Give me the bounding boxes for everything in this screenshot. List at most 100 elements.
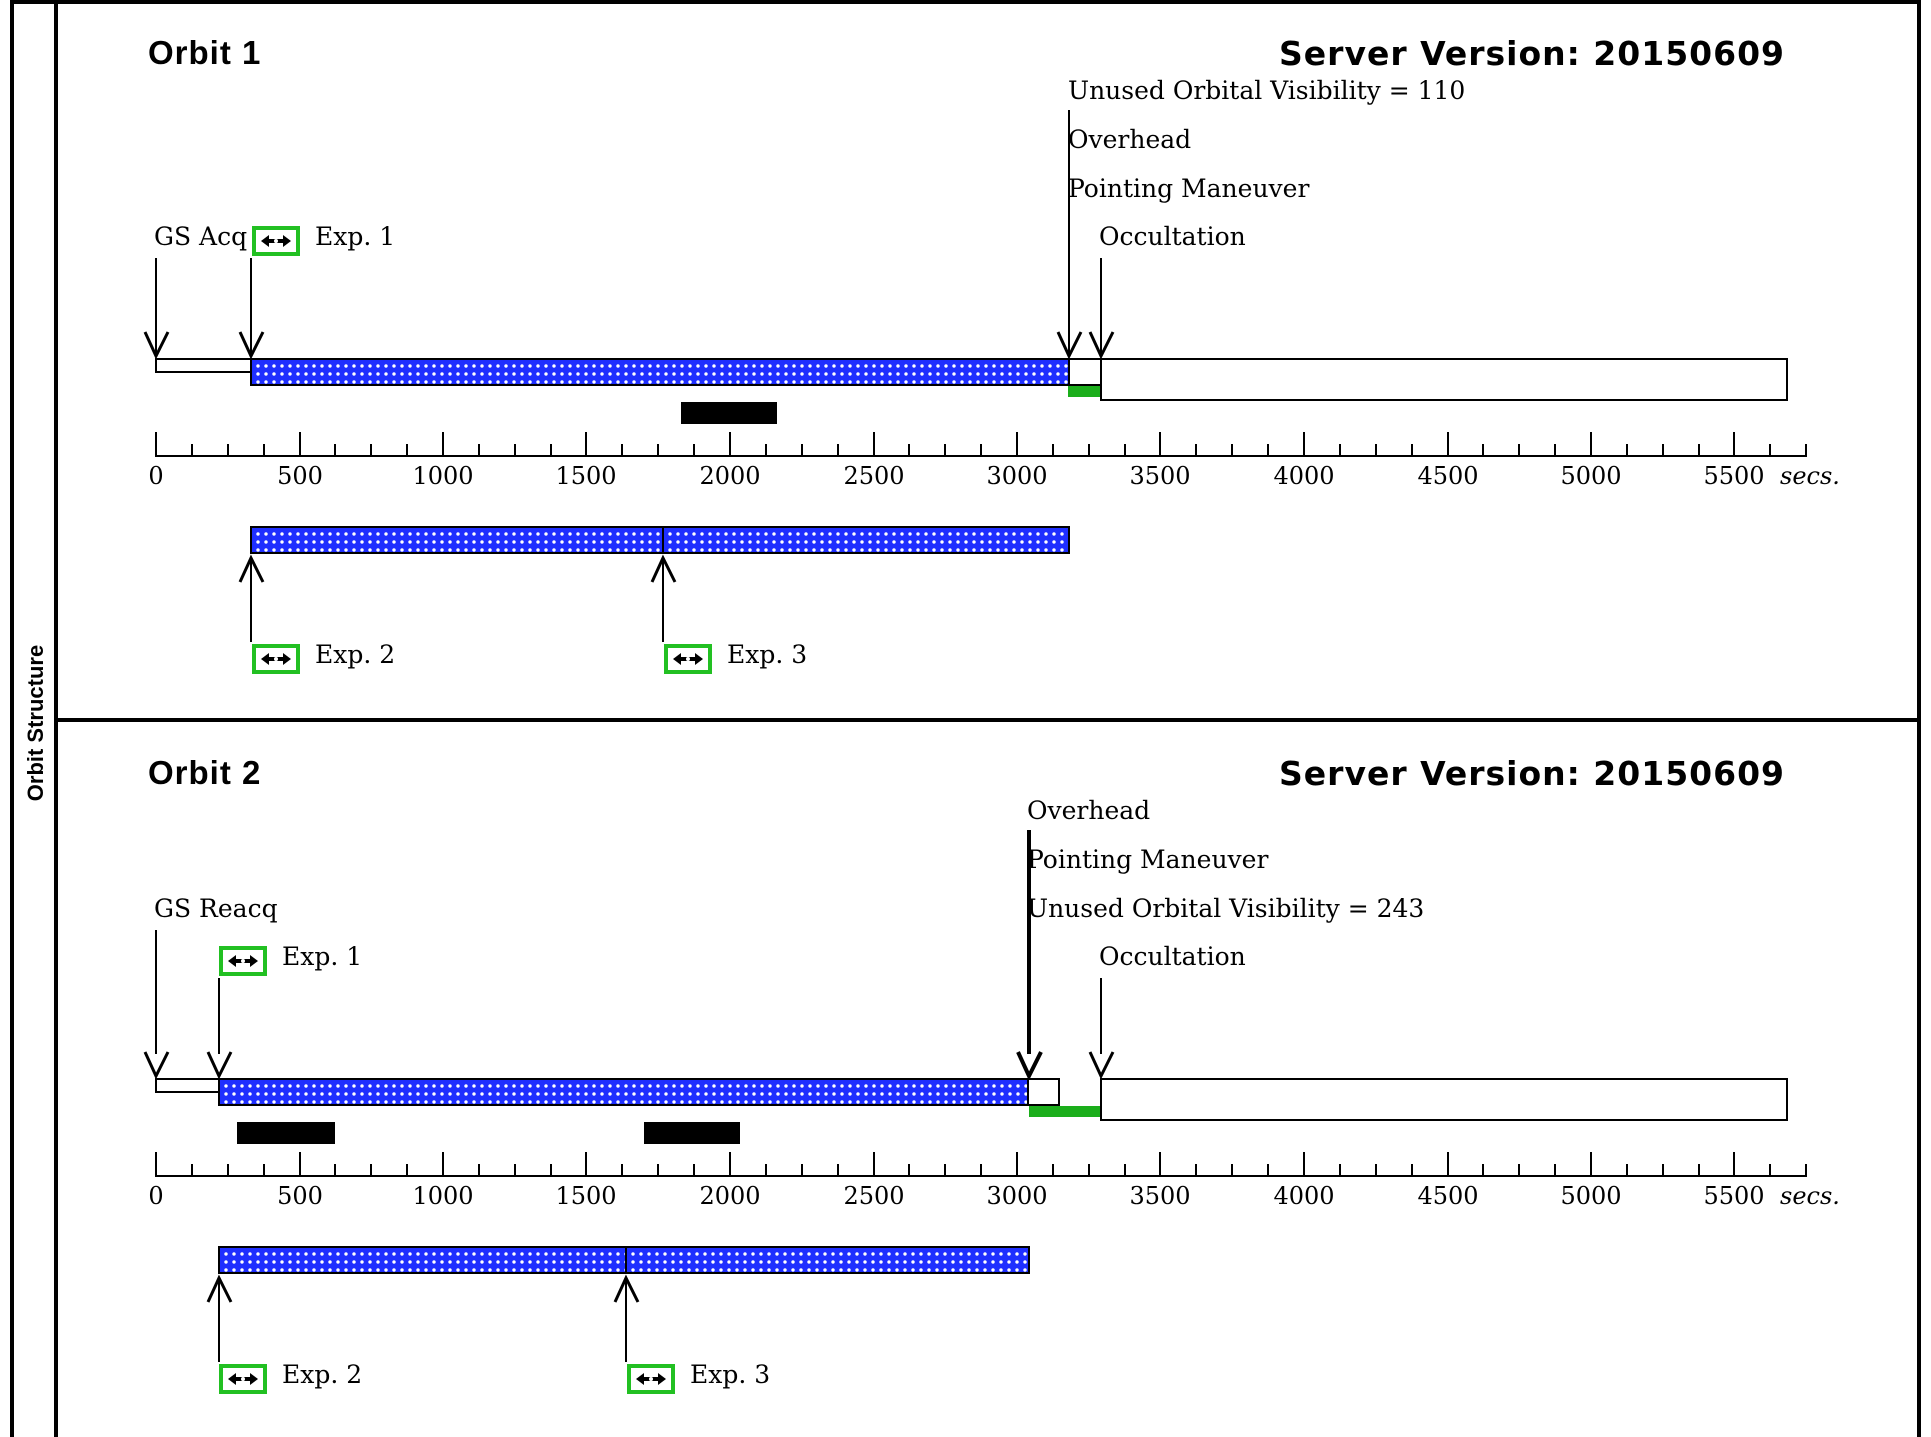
pointing-maneuver-label: Pointing Maneuver [1068, 174, 1310, 203]
occultation-bar [1100, 1078, 1788, 1121]
exposure-bar [218, 1078, 1029, 1106]
tick-label: 0 [148, 1182, 164, 1210]
buffer-dump-bar [681, 402, 777, 424]
axis-unit: secs. [1780, 1182, 1840, 1210]
tick-label: 5000 [1560, 1182, 1622, 1210]
arrow-up-icon [650, 554, 677, 583]
exp-1-button[interactable] [219, 946, 267, 976]
occultation-arrow-line [1100, 258, 1102, 354]
orbit-title: Orbit 2 [148, 754, 262, 791]
exp-3-label: Exp. 3 [690, 1360, 771, 1389]
time-axis [155, 1152, 1807, 1177]
expand-horizontal-icon [673, 653, 703, 665]
tick-label: 0 [148, 462, 164, 490]
expand-horizontal-icon [261, 653, 291, 665]
exp2-arrow-line [250, 560, 252, 642]
tick-label: 3000 [986, 1182, 1048, 1210]
orbit-1-panel: Orbit 1 Server Version: 20150609 Unused … [58, 0, 1921, 718]
tick-label: 5000 [1560, 462, 1622, 490]
expand-horizontal-icon [228, 955, 258, 967]
tick-label: 1500 [555, 1182, 617, 1210]
exp-3-button[interactable] [627, 1364, 675, 1394]
overhead-label: Overhead [1027, 796, 1151, 825]
gs-acq-label: GS Acq [154, 222, 248, 251]
exposure-3-bar [662, 526, 1070, 554]
tick-label: 500 [277, 1182, 323, 1210]
pointing-maneuver-label: Pointing Maneuver [1027, 845, 1269, 874]
tick-label: 3500 [1129, 462, 1191, 490]
tick-label: 1000 [412, 462, 474, 490]
arrow-up-icon [206, 1274, 233, 1303]
exposure-3-bar [625, 1246, 1030, 1274]
exposure-2-bar [250, 526, 664, 554]
tick-label: 2500 [843, 1182, 905, 1210]
exp-2-label: Exp. 2 [315, 640, 396, 669]
tick-label: 4500 [1417, 1182, 1479, 1210]
buffer-dump-bar [644, 1122, 740, 1144]
tick-label: 500 [277, 462, 323, 490]
arrow-down-icon [143, 1051, 170, 1080]
occultation-arrow-line [1100, 978, 1102, 1054]
tick-label: 2000 [699, 462, 761, 490]
exp3-arrow-line [625, 1280, 627, 1362]
overhead-arrow-line [1027, 830, 1031, 1054]
buffer-dump-bar [237, 1122, 335, 1144]
arrow-down-icon [206, 1051, 233, 1080]
exp-3-label: Exp. 3 [727, 640, 808, 669]
overhead-arrow-line [1068, 110, 1070, 354]
tick-label: 4000 [1273, 462, 1335, 490]
exposure-bar [250, 358, 1070, 386]
orbit-title: Orbit 1 [148, 34, 262, 71]
exp2-arrow-line [218, 1280, 220, 1362]
overhead-bar [1027, 1078, 1060, 1106]
unused-visibility-label: Unused Orbital Visibility = 110 [1068, 76, 1466, 105]
orbit-2-panel: Orbit 2 Server Version: 20150609 Overhea… [58, 722, 1921, 1437]
exp-3-button[interactable] [664, 644, 712, 674]
side-column [14, 0, 58, 1437]
occultation-label: Occultation [1099, 942, 1246, 971]
exp-2-button[interactable] [219, 1364, 267, 1394]
exposure-2-bar [218, 1246, 627, 1274]
acq-arrow-line [155, 930, 157, 1054]
acquisition-bar [155, 358, 252, 373]
tick-label: 3500 [1129, 1182, 1191, 1210]
arrow-up-icon [238, 554, 265, 583]
occultation-label: Occultation [1099, 222, 1246, 251]
tick-label: 4000 [1273, 1182, 1335, 1210]
server-version: Server Version: 20150609 [1279, 34, 1785, 73]
time-axis [155, 432, 1807, 457]
exp-2-label: Exp. 2 [282, 1360, 363, 1389]
expand-horizontal-icon [228, 1373, 258, 1385]
tick-label: 3000 [986, 462, 1048, 490]
tick-label: 4500 [1417, 462, 1479, 490]
exp-1-button[interactable] [252, 226, 300, 256]
tick-label: 2000 [699, 1182, 761, 1210]
acquisition-bar [155, 1078, 220, 1093]
unused-visibility-label: Unused Orbital Visibility = 243 [1027, 894, 1425, 923]
exp1-arrow-line [218, 978, 220, 1054]
exp3-arrow-line [662, 560, 664, 642]
axis-unit: secs. [1780, 462, 1840, 490]
arrow-down-icon [1056, 331, 1083, 360]
exp-1-label: Exp. 1 [315, 222, 396, 251]
orbit-structure-label: Orbit Structure [23, 644, 48, 802]
exp-2-button[interactable] [252, 644, 300, 674]
overhead-bar [1068, 358, 1102, 386]
arrow-down-icon [1016, 1051, 1043, 1081]
gs-reacq-label: GS Reacq [154, 894, 278, 923]
server-version: Server Version: 20150609 [1279, 754, 1785, 793]
tick-label: 2500 [843, 462, 905, 490]
tick-label: 5500 [1703, 1182, 1765, 1210]
acq-arrow-line [155, 258, 157, 354]
overhead-label: Overhead [1068, 125, 1192, 154]
occultation-bar [1100, 358, 1788, 401]
arrow-up-icon [613, 1274, 640, 1303]
expand-horizontal-icon [261, 235, 291, 247]
unused-visibility-bar [1029, 1106, 1100, 1117]
exp-1-label: Exp. 1 [282, 942, 363, 971]
tick-label: 1000 [412, 1182, 474, 1210]
arrow-down-icon [1088, 331, 1115, 360]
arrow-down-icon [1088, 1051, 1115, 1080]
unused-visibility-bar [1068, 386, 1102, 397]
expand-horizontal-icon [636, 1373, 666, 1385]
